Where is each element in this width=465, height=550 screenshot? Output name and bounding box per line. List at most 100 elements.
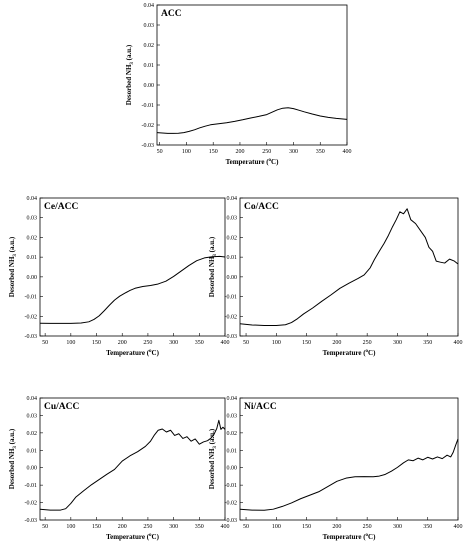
x-tick-label: 300 — [393, 524, 402, 530]
tpd-curve — [39, 419, 226, 511]
y-axis-label-sub: 3 — [13, 446, 18, 449]
y-axis-label: Desorbed NH3 (a.u.) — [8, 236, 18, 297]
y-axis-label-sub: 3 — [213, 254, 218, 257]
x-axis-label-sup: o — [366, 533, 369, 538]
y-axis-label-main: Desorbed NH — [125, 64, 133, 105]
y-axis-label: Desorbed NH3 (a.u.) — [125, 44, 135, 105]
x-axis-label-main: Temperature ( — [323, 349, 367, 357]
panel-title: Ce/ACC — [44, 202, 78, 212]
y-tick-label: 0.02 — [227, 235, 238, 241]
x-tick-label: 250 — [363, 340, 372, 346]
y-tick-label: 0.02 — [27, 235, 38, 241]
x-axis-label-sup: o — [149, 533, 152, 538]
y-tick-label: -0.02 — [25, 501, 38, 507]
y-axis-label: Desorbed NH3 (a.u.) — [8, 428, 18, 489]
x-axis-label-main: Temperature ( — [226, 158, 270, 166]
y-tick-label: 0.02 — [27, 431, 38, 437]
x-axis-label: Temperature (oC) — [323, 349, 377, 357]
y-tick-label: 0.01 — [227, 448, 238, 454]
y-tick-label: -0.02 — [142, 123, 155, 129]
x-tick-label: 300 — [289, 149, 298, 155]
y-tick-label: 0.01 — [27, 255, 38, 261]
y-tick-label: 0.02 — [144, 43, 155, 49]
y-tick-label: 0.04 — [144, 3, 155, 9]
y-tick-label: 0.03 — [227, 216, 238, 222]
panel-ni-acc: -0.03 -0.02 -0.01 0.00 0.01 0.02 0.03 0.04 50 100… — [208, 396, 463, 541]
panel-title: Ni/ACC — [244, 402, 277, 412]
x-tick-label: 200 — [235, 149, 244, 155]
x-tick-label: 400 — [454, 524, 463, 530]
y-tick-label: 0.00 — [144, 83, 155, 89]
x-tick-label: 150 — [302, 524, 311, 530]
x-tick-label: 350 — [195, 340, 204, 346]
x-tick-label: 50 — [243, 340, 249, 346]
x-axis-label-sup: o — [366, 349, 369, 354]
y-axis-label-main: Desorbed NH — [8, 256, 16, 297]
y-axis-label: Desorbed NH3 (a.u.) — [208, 428, 218, 489]
x-tick-label: 100 — [272, 340, 281, 346]
x-tick-label: 400 — [454, 340, 463, 346]
y-tick-label: 0.03 — [27, 413, 38, 419]
x-tick-label: 400 — [221, 524, 230, 530]
panel-title: Co/ACC — [244, 202, 279, 212]
y-tick-label: 0.03 — [227, 413, 238, 419]
x-axis-label-sup: o — [269, 158, 272, 163]
panel-ce-acc: -0.03 -0.02 -0.01 0.00 0.01 0.02 0.03 0.04 50 100… — [8, 196, 230, 357]
y-tick-label: 0.01 — [227, 255, 238, 261]
y-tick-label: 0.04 — [27, 196, 38, 202]
x-axis-label-main: Temperature ( — [106, 533, 150, 541]
x-tick-label: 100 — [66, 524, 75, 530]
x-axis-label: Temperature (oC) — [226, 158, 280, 166]
y-tick-label: 0.00 — [27, 466, 38, 472]
x-axis-label: Temperature (oC) — [106, 533, 160, 541]
x-axis-label-end: C) — [368, 533, 376, 541]
y-axis-label-main: Desorbed NH — [8, 448, 16, 489]
x-tick-label: 300 — [393, 340, 402, 346]
plot-frame — [239, 397, 459, 521]
plot-frame — [156, 4, 348, 146]
y-tick-label: 0.01 — [27, 448, 38, 454]
tpd-curve — [39, 255, 226, 324]
y-axis-label-main: Desorbed NH — [208, 448, 216, 489]
y-axis-label-sub: 3 — [13, 254, 18, 257]
x-tick-label: 50 — [157, 149, 163, 155]
y-tick-label: 0.04 — [227, 196, 238, 202]
x-tick-label: 100 — [272, 524, 281, 530]
tpd-curve — [239, 438, 459, 511]
y-tick-label: 0.02 — [227, 431, 238, 437]
y-tick-label: 0.04 — [27, 396, 38, 402]
y-tick-label: -0.01 — [142, 103, 155, 109]
y-tick-label: -0.03 — [142, 143, 155, 149]
x-axis-label-end: C) — [152, 533, 160, 541]
tpd-curve — [156, 107, 348, 134]
x-tick-label: 350 — [195, 524, 204, 530]
y-tick-label: -0.01 — [225, 295, 238, 301]
y-tick-label: 0.04 — [227, 396, 238, 402]
y-tick-label: -0.03 — [225, 334, 238, 340]
x-tick-label: 150 — [302, 340, 311, 346]
x-tick-label: 250 — [262, 149, 271, 155]
plot-frame — [39, 197, 226, 337]
y-tick-label: -0.01 — [225, 483, 238, 489]
x-tick-label: 150 — [92, 524, 101, 530]
panel-title: Cu/ACC — [44, 402, 80, 412]
y-tick-label: 0.03 — [144, 23, 155, 29]
x-axis-label-end: C) — [271, 158, 279, 166]
y-tick-label: -0.01 — [25, 483, 38, 489]
x-tick-label: 200 — [332, 524, 341, 530]
y-axis-label-main: Desorbed NH — [208, 256, 216, 297]
y-tick-label: 0.00 — [27, 275, 38, 281]
x-tick-label: 400 — [221, 340, 230, 346]
y-tick-label: 0.00 — [227, 466, 238, 472]
x-axis-label-main: Temperature ( — [106, 349, 150, 357]
y-axis-label-end: (a.u.) — [125, 44, 133, 62]
panel-title: ACC — [161, 9, 182, 19]
y-tick-label: -0.01 — [25, 295, 38, 301]
x-tick-label: 100 — [182, 149, 191, 155]
x-axis-label: Temperature (oC) — [106, 349, 160, 357]
y-tick-label: 0.00 — [227, 275, 238, 281]
y-axis-label-end: (a.u.) — [208, 236, 216, 254]
x-tick-label: 400 — [343, 149, 352, 155]
x-tick-label: 150 — [209, 149, 218, 155]
